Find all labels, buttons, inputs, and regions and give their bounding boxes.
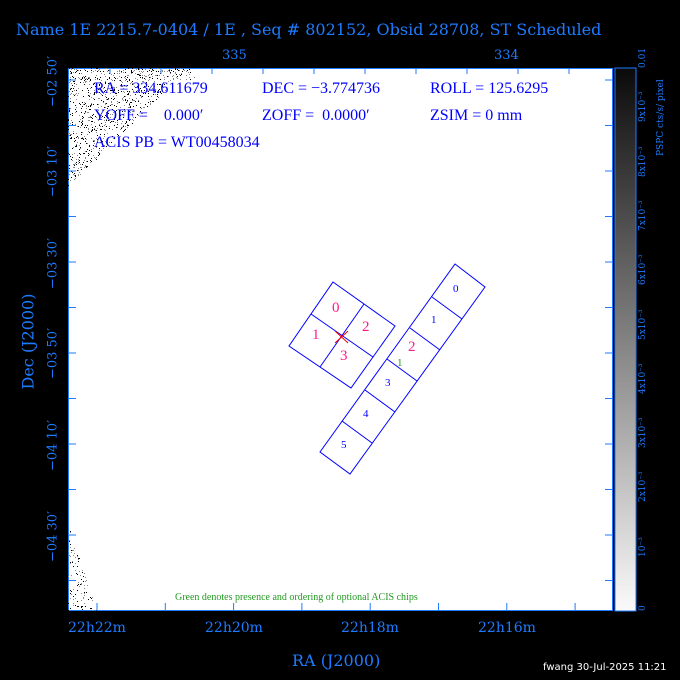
yoff-value: YOFF = 0.000′ <box>94 107 203 125</box>
colorbar-tick-1: 10⁻³ <box>638 537 649 557</box>
optional-chips-note: Green denotes presence and ordering of o… <box>175 592 418 603</box>
y-tick-1: −03 10′ <box>46 137 61 207</box>
x-tick-2: 22h18m <box>341 620 399 636</box>
i-chip-0: 0 <box>332 300 340 317</box>
i-chip-1: 1 <box>312 327 320 344</box>
colorbar-tick-10: 0.01 <box>638 48 649 68</box>
y-tick-5: −04 30′ <box>46 502 61 572</box>
acis-pb-value: ACIS PB = WT00458034 <box>94 134 260 152</box>
s-chip-1: 1 <box>431 314 437 326</box>
dec-value: DEC = −3.774736 <box>262 80 380 98</box>
x-axis-label: RA (J2000) <box>292 651 380 670</box>
colorbar-tick-8: 8x10⁻³ <box>638 146 649 177</box>
zoff-value: ZOFF = 0.0000′ <box>262 107 370 125</box>
zsim-value: ZSIM = 0 mm <box>430 107 522 125</box>
s-chip-0: 0 <box>453 283 459 295</box>
x-tick-1: 22h20m <box>205 620 263 636</box>
top-tick-335: 335 <box>222 48 247 63</box>
colorbar-label: PSPC cts/s/ pixel <box>656 79 667 156</box>
s-chip-5: 5 <box>341 439 347 451</box>
footer-stamp: fwang 30-Jul-2025 11:21 <box>543 662 667 673</box>
s-chip-2: 2 <box>408 339 416 356</box>
i-chip-3: 3 <box>340 348 348 365</box>
roll-value: ROLL = 125.6295 <box>430 80 548 98</box>
acis-i-array <box>289 282 395 388</box>
plot-window: Name 1E 2215.7-0404 / 1E , Seq # 802152,… <box>0 0 680 680</box>
colorbar-tick-2: 2x10⁻³ <box>638 472 649 503</box>
i-chip-2: 2 <box>362 319 370 336</box>
colorbar-tick-9: 9x10⁻³ <box>638 92 649 123</box>
y-tick-2: −03 30′ <box>46 229 61 299</box>
plot-overlay <box>0 0 680 680</box>
y-tick-0: −02 50′ <box>46 47 61 117</box>
colorbar-tick-3: 3x10⁻³ <box>638 417 649 448</box>
y-axis-label: Dec (J2000) <box>19 292 38 392</box>
y-tick-3: −03 50′ <box>46 319 61 389</box>
ra-value: RA = 334.611679 <box>94 80 208 98</box>
y-tick-4: −04 10′ <box>46 411 61 481</box>
colorbar-tick-4: 4x10⁻³ <box>638 363 649 394</box>
optional-chip-marker: 1 <box>397 357 403 369</box>
colorbar-tick-6: 6x10⁻³ <box>638 255 649 286</box>
colorbar-tick-0: 0 <box>638 605 649 611</box>
colorbar-tick-5: 5x10⁻³ <box>638 309 649 340</box>
top-tick-334: 334 <box>494 48 519 63</box>
x-tick-3: 22h16m <box>478 620 536 636</box>
s-chip-3: 3 <box>385 377 391 389</box>
colorbar <box>615 68 636 611</box>
colorbar-tick-7: 7x10⁻³ <box>638 200 649 231</box>
s-chip-4: 4 <box>363 408 369 420</box>
aimpoint-marker <box>335 331 348 343</box>
x-tick-0: 22h22m <box>68 620 126 636</box>
